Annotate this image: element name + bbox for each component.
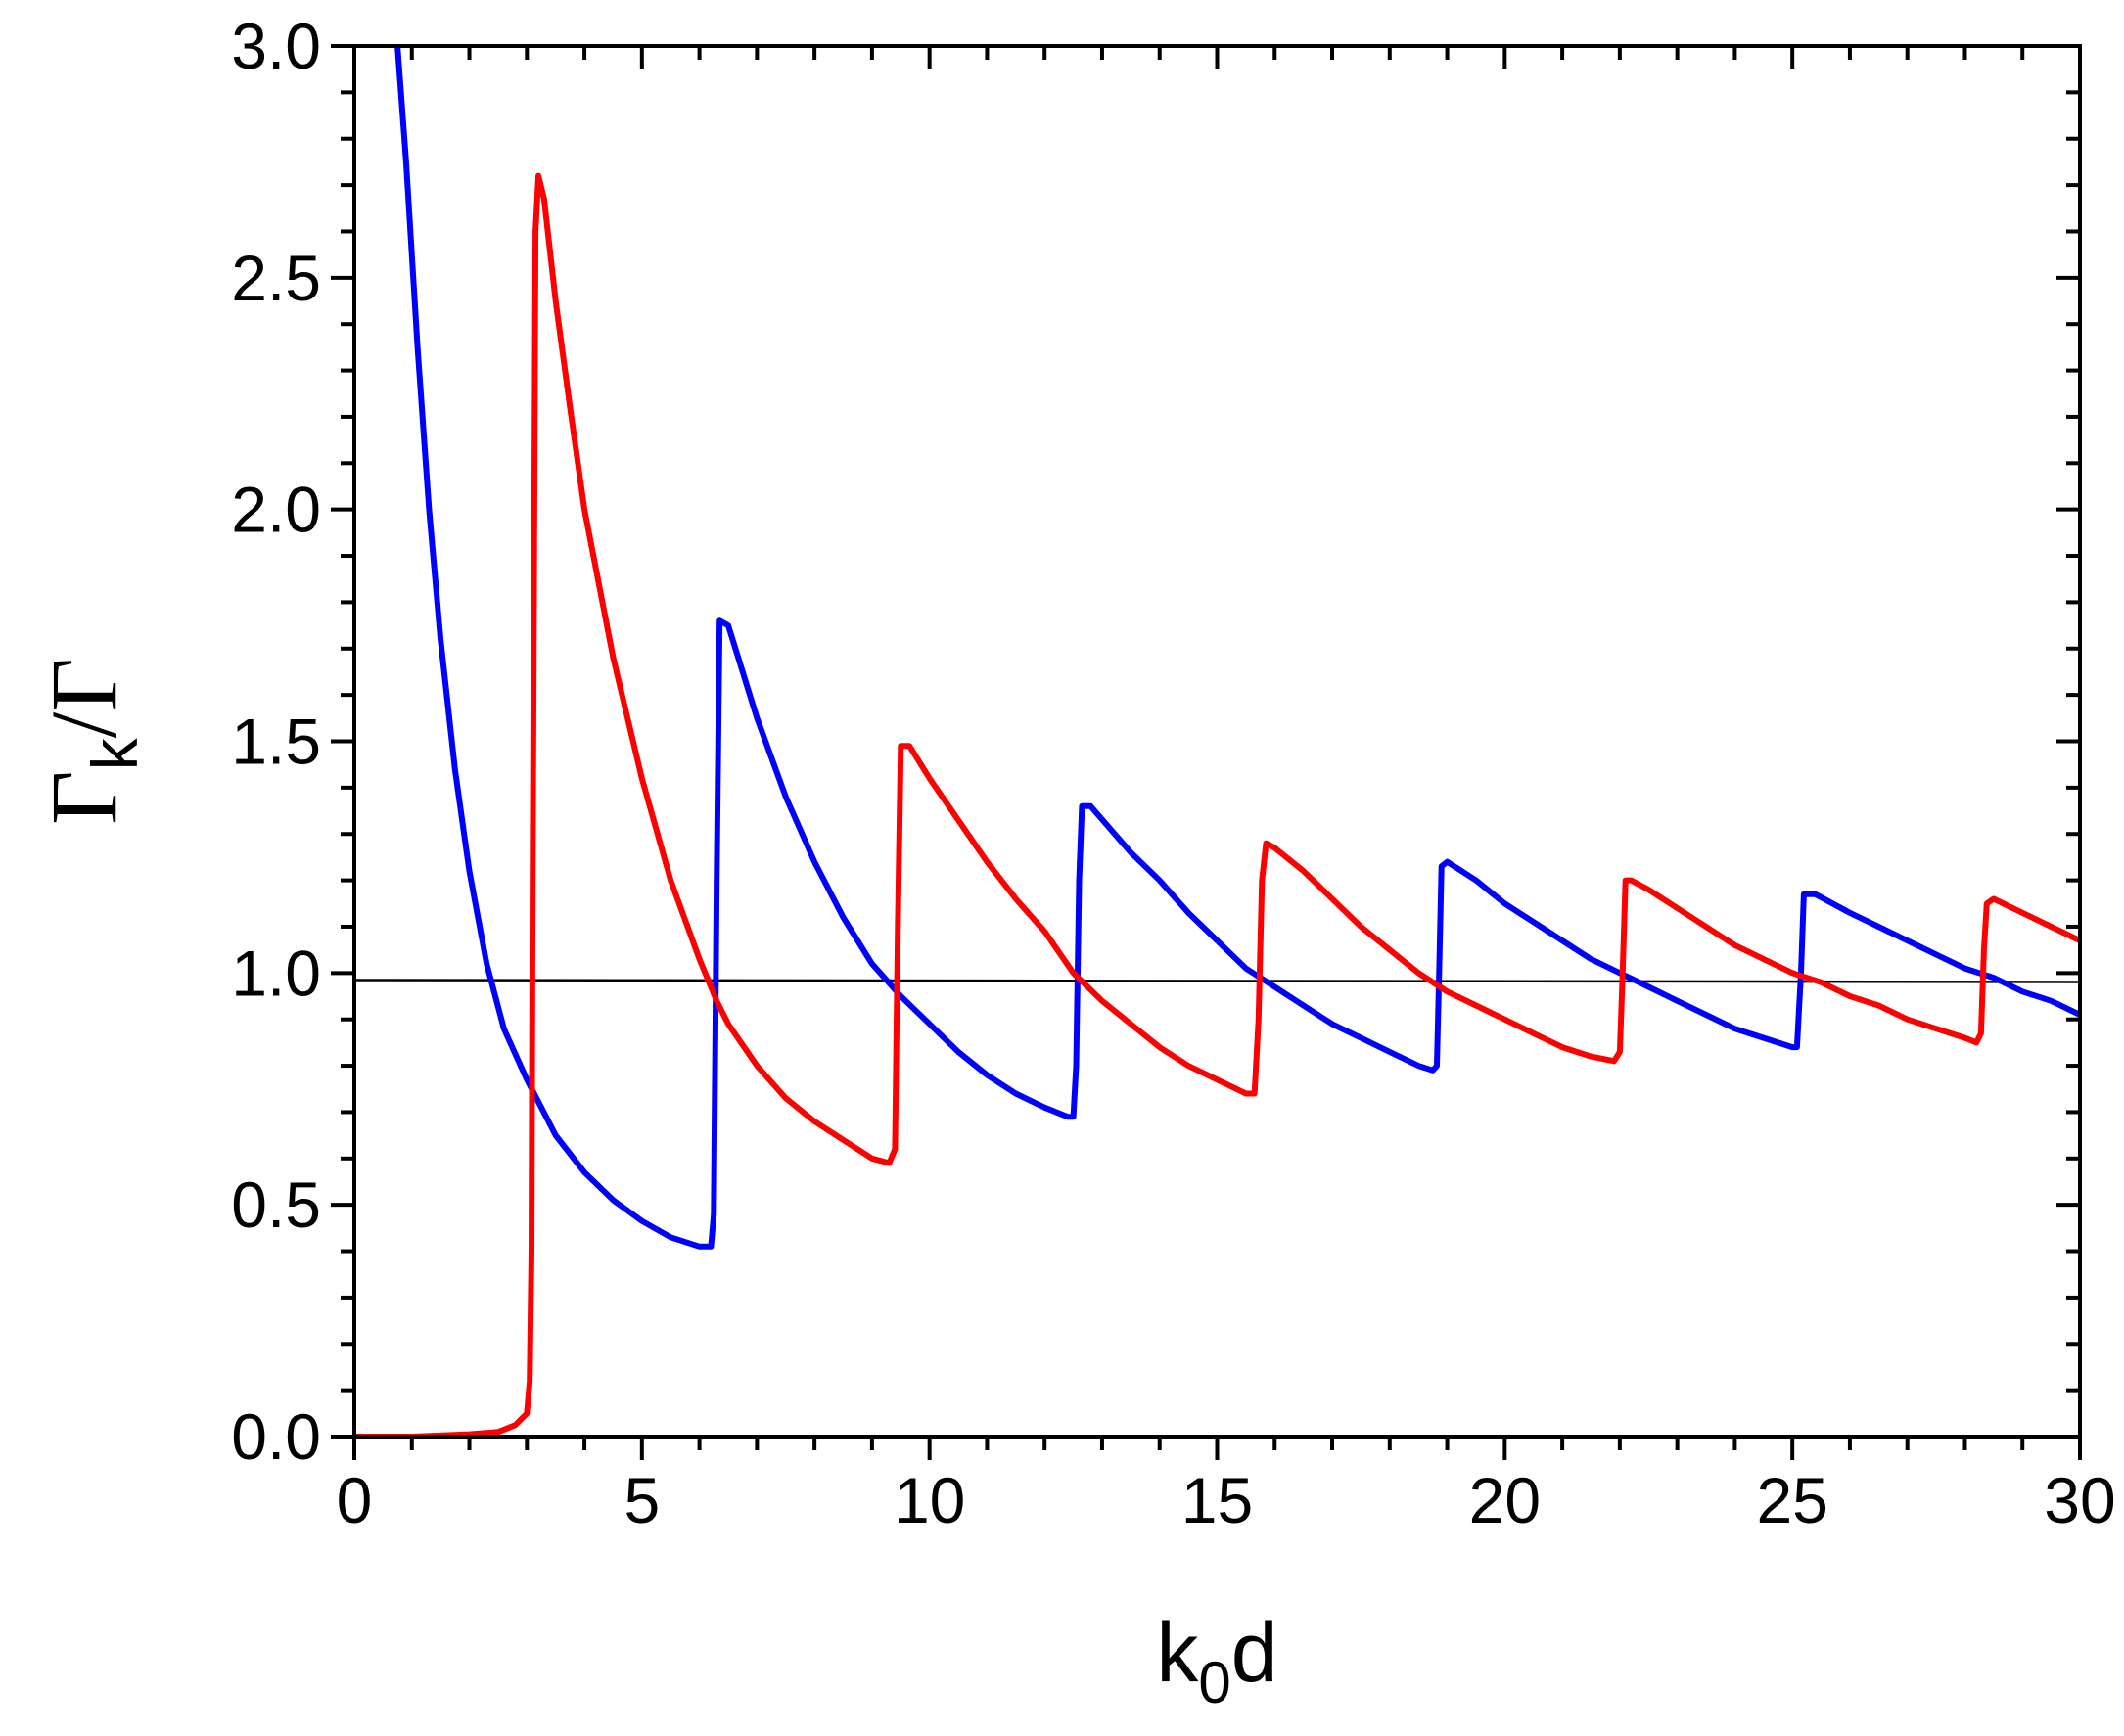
x-axis-title-tail: d (1231, 1606, 1278, 1700)
y-tick-label: 2.0 (231, 474, 321, 546)
x-tick-label: 20 (1469, 1464, 1541, 1536)
y-tick-labels: 0.0 0.5 1.0 1.5 2.0 2.5 3.0 (231, 10, 321, 1473)
y-tick-label: 1.5 (231, 706, 321, 778)
red-series-line (354, 172, 2080, 1437)
x-tick-label: 5 (623, 1464, 660, 1536)
y-tick-label: 0.5 (231, 1168, 321, 1241)
blue-series-line (394, 46, 2080, 1250)
x-axis-title-sub: 0 (1198, 1650, 1230, 1715)
reference-line (354, 979, 2080, 983)
x-tick-label: 10 (894, 1464, 965, 1536)
y-axis-title: Γk/Γ (31, 658, 151, 825)
y-axis-title-tail: /Γ (31, 658, 136, 738)
y-ticks (331, 44, 2080, 1439)
x-tick-label: 0 (337, 1464, 373, 1536)
y-tick-label: 1.0 (231, 937, 321, 1009)
y-axis-title-sub: k (78, 737, 151, 770)
x-tick-label: 15 (1181, 1464, 1253, 1536)
y-axis-title-main: Γ (31, 770, 136, 825)
x-tick-labels: 0 5 10 15 20 25 30 (337, 1464, 2116, 1536)
x-tick-label: 25 (1756, 1464, 1827, 1536)
y-tick-label: 2.5 (231, 242, 321, 314)
plot-area (354, 46, 2080, 1437)
x-axis-title-main: k (1156, 1606, 1199, 1700)
x-axis-title: k0d (1156, 1606, 1277, 1715)
plot-frame (352, 44, 2082, 1439)
x-ticks (352, 46, 2082, 1460)
y-tick-label: 3.0 (231, 10, 321, 82)
y-tick-label: 0.0 (231, 1400, 321, 1473)
x-tick-label: 30 (2044, 1464, 2115, 1536)
